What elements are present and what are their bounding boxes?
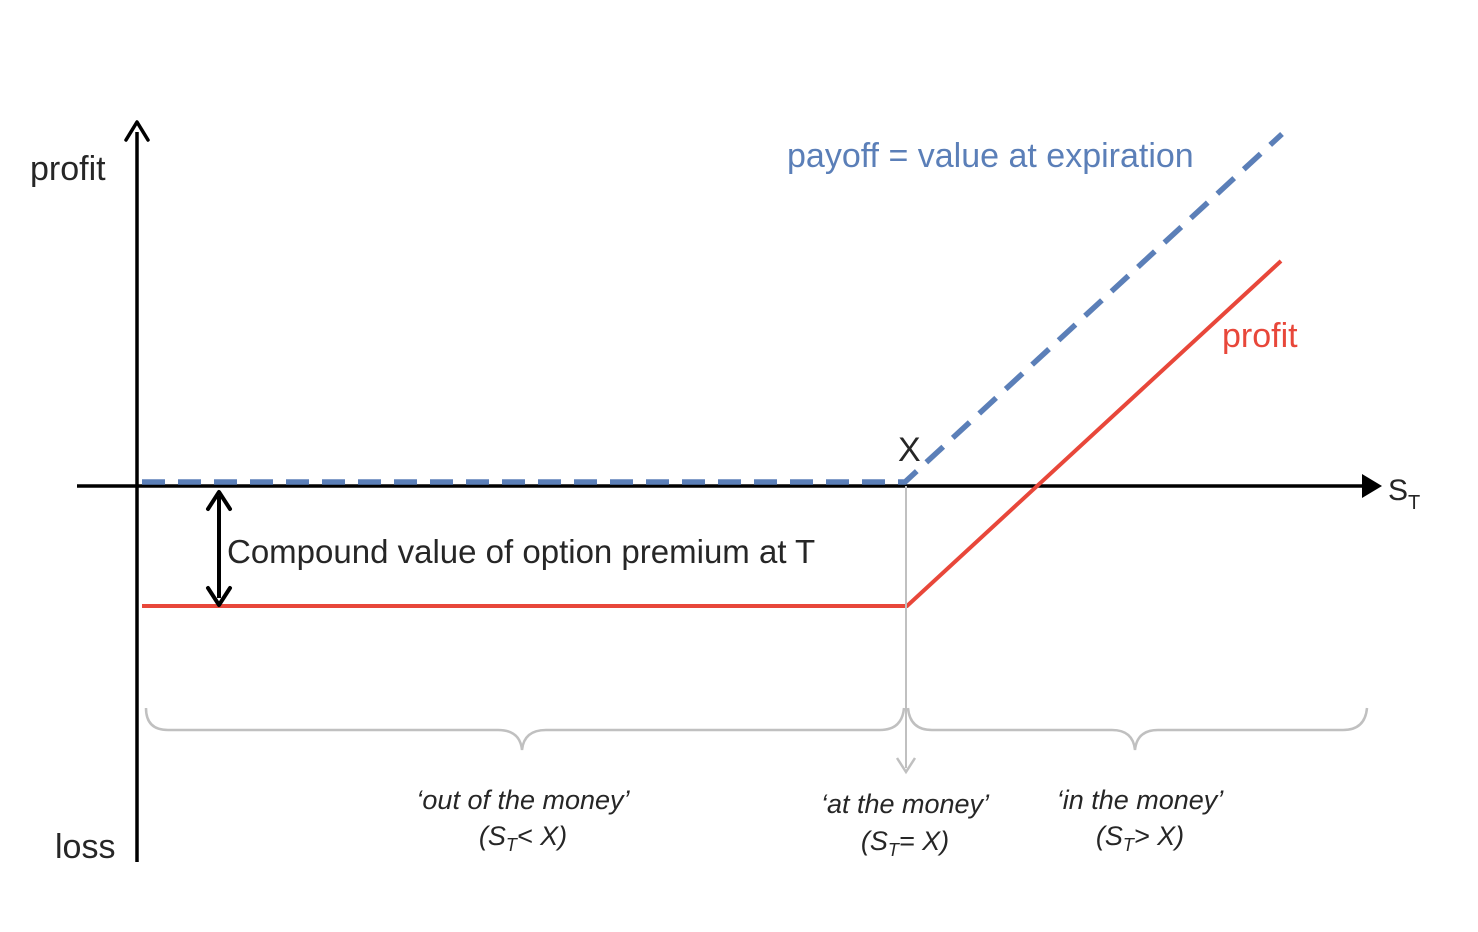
x-axis-arrowhead	[1362, 474, 1382, 498]
strike-guide-arrowhead	[895, 757, 917, 775]
premium-arrowhead-bottom	[206, 586, 232, 607]
payoff-label: payoff = value at expiration	[787, 137, 1194, 175]
region-out-title: ‘out of the money’	[416, 785, 630, 815]
premium-arrowhead-top	[206, 490, 232, 511]
y-axis-label-profit: profit	[30, 150, 106, 188]
y-axis-label-loss: loss	[55, 828, 115, 866]
region-in-title: ‘in the money’	[1057, 785, 1225, 815]
region-at-condition: (ST= X)	[861, 826, 949, 860]
x-axis-label: ST	[1388, 474, 1420, 514]
profit-line-label: profit	[1222, 317, 1298, 355]
region-at-title: ‘at the money’	[821, 789, 990, 819]
y-axis-arrowhead	[124, 120, 150, 142]
region-in-condition: (ST> X)	[1096, 821, 1184, 855]
strike-label: X	[898, 431, 921, 469]
brace-in-the-money	[906, 707, 1369, 751]
payoff-line	[142, 131, 1284, 485]
brace-out-of-the-money	[144, 707, 906, 751]
premium-label: Compound value of option premium at T	[227, 533, 815, 570]
region-out-condition: (ST< X)	[479, 821, 567, 855]
